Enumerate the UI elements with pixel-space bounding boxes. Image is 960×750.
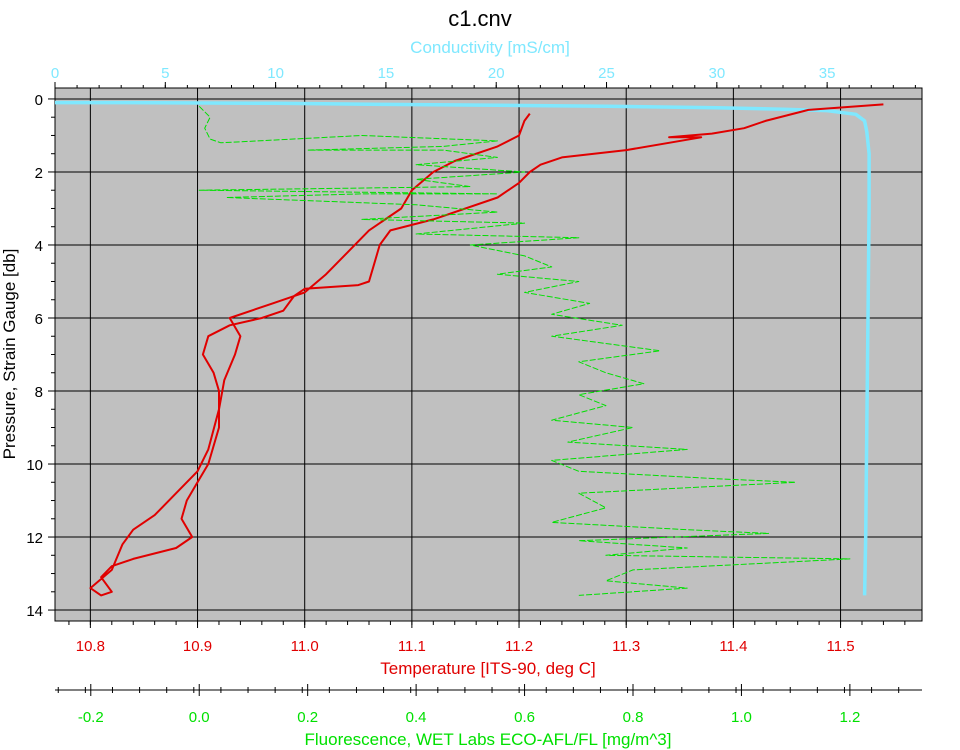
conductivity-axis-label: Conductivity [mS/cm] <box>410 38 570 57</box>
fluorescence-tick-label: 1.0 <box>731 709 752 726</box>
fluorescence-tick-label: 0.2 <box>297 709 318 726</box>
temperature-tick-label: 11.2 <box>505 638 533 655</box>
y-tick-label: 4 <box>35 238 43 255</box>
temperature-tick-label: 11.1 <box>398 638 426 655</box>
fluorescence-tick-label: 0.0 <box>189 709 210 726</box>
conductivity-tick-label: 15 <box>378 65 395 82</box>
y-tick-label: 14 <box>26 603 43 620</box>
fluorescence-tick-label: 0.8 <box>623 709 644 726</box>
y-axis: 0 2 4 6 8 10 12 14 <box>26 92 55 620</box>
y-tick-label: 10 <box>26 457 43 474</box>
fluorescence-axis: -0.2 0.0 0.2 0.4 0.6 0.8 1.0 1.2 <box>55 684 922 726</box>
y-tick-label: 8 <box>35 384 43 401</box>
conductivity-tick-label: 5 <box>161 65 169 82</box>
chart-title: c1.cnv <box>448 6 512 31</box>
conductivity-series-line <box>55 100 871 596</box>
fluorescence-axis-label: Fluorescence, WET Labs ECO-AFL/FL [mg/m^… <box>305 730 672 749</box>
conductivity-tick-label: 35 <box>819 65 836 82</box>
temperature-tick-label: 11.3 <box>612 638 640 655</box>
conductivity-tick-label: 10 <box>267 65 284 82</box>
temperature-tick-label: 10.9 <box>183 638 212 655</box>
fluorescence-series-line <box>198 105 851 596</box>
temperature-tick-label: 11.5 <box>827 638 855 655</box>
y-tick-label: 2 <box>35 165 43 182</box>
temperature-series-line <box>89 103 884 597</box>
temperature-axis: 10.8 10.9 11.0 11.1 11.2 11.3 11.4 11.5 <box>68 621 906 655</box>
temperature-axis-label: Temperature [ITS-90, deg C] <box>380 659 595 678</box>
grid <box>55 88 922 621</box>
y-tick-label: 0 <box>35 92 43 109</box>
y-axis-label: Pressure, Strain Gauge [db] <box>0 249 19 460</box>
fluorescence-tick-label: -0.2 <box>78 709 104 726</box>
y-tick-label: 6 <box>35 311 43 328</box>
plot-area <box>54 87 923 622</box>
conductivity-tick-label: 25 <box>598 65 615 82</box>
series-layer <box>55 100 884 597</box>
fluorescence-tick-label: 0.6 <box>514 709 535 726</box>
conductivity-axis: 0 5 10 15 20 25 30 35 <box>51 65 916 88</box>
conductivity-tick-label: 0 <box>51 65 59 82</box>
temperature-tick-label: 10.8 <box>76 638 105 655</box>
temperature-tick-label: 11.4 <box>719 638 747 655</box>
fluorescence-tick-label: 1.2 <box>839 709 860 726</box>
fluorescence-tick-label: 0.4 <box>406 709 427 726</box>
temperature-tick-label: 11.0 <box>291 638 319 655</box>
conductivity-tick-label: 20 <box>488 65 505 82</box>
y-tick-label: 12 <box>26 530 43 547</box>
conductivity-tick-label: 30 <box>708 65 725 82</box>
